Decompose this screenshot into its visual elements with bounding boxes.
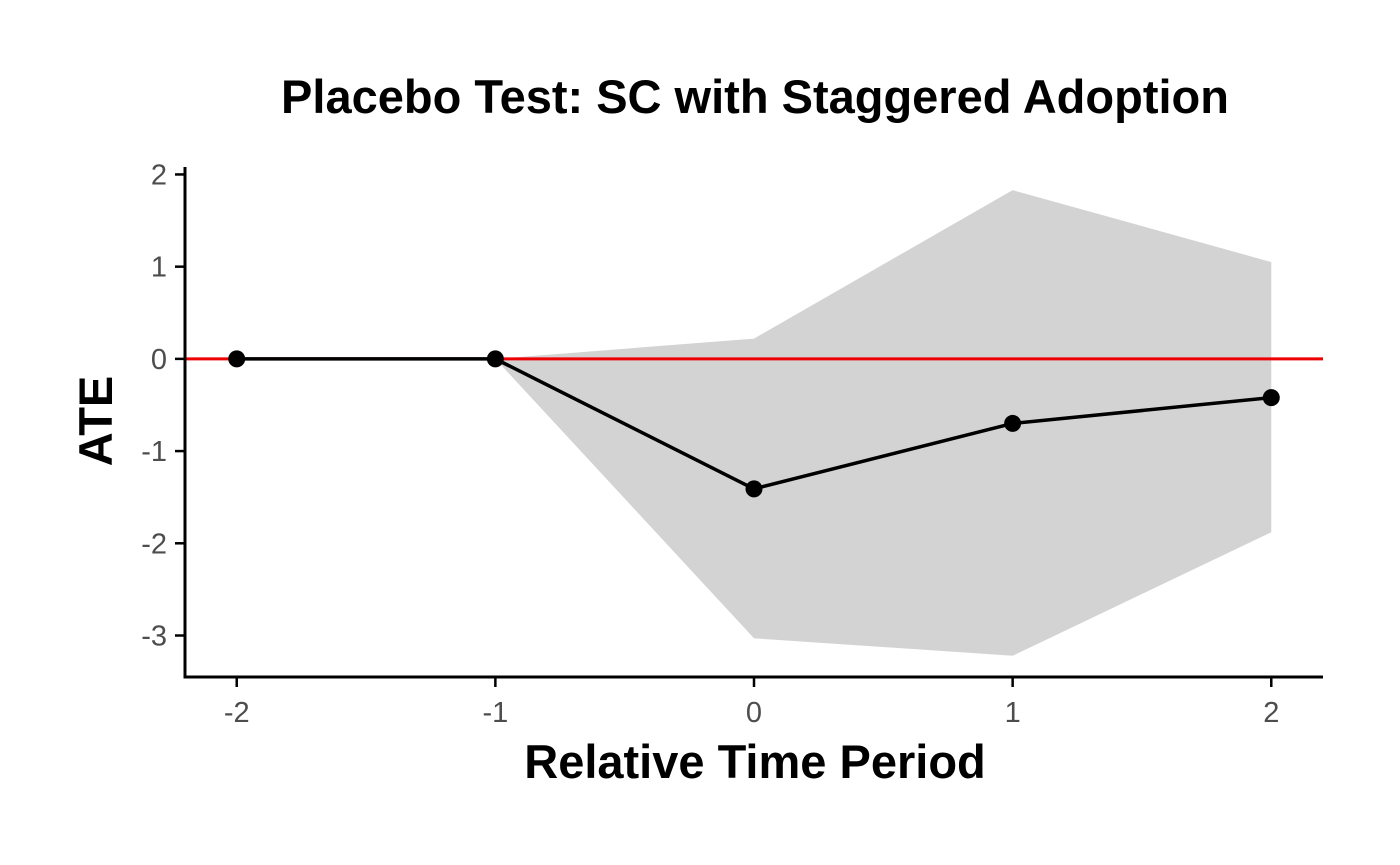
data-point bbox=[745, 480, 763, 498]
y-tick-label: -2 bbox=[141, 528, 167, 560]
y-tick-label: -3 bbox=[141, 621, 167, 653]
y-axis-title: ATE bbox=[69, 376, 122, 467]
series-points-layer bbox=[228, 350, 1280, 498]
data-point bbox=[228, 350, 246, 368]
y-ticks: 2 1 0 -1 -2 -3 bbox=[141, 159, 185, 653]
plot-area bbox=[185, 190, 1323, 656]
y-tick-label: -1 bbox=[141, 436, 167, 468]
x-tick-label: 0 bbox=[746, 697, 762, 729]
axes: 2 1 0 -1 -2 -3 -2 -1 0 1 2 bbox=[141, 159, 1323, 729]
y-tick-label: 0 bbox=[151, 344, 167, 376]
confidence-band-layer bbox=[495, 190, 1272, 656]
series-line-layer bbox=[234, 357, 1274, 491]
data-point bbox=[1004, 414, 1022, 432]
confidence-band bbox=[495, 190, 1272, 656]
x-axis-title: Relative Time Period bbox=[524, 735, 986, 788]
data-point bbox=[486, 350, 504, 368]
x-tick-label: 1 bbox=[1005, 697, 1021, 729]
chart-title: Placebo Test: SC with Staggered Adoption bbox=[281, 70, 1229, 123]
series-segment bbox=[752, 421, 1015, 491]
y-tick-label: 2 bbox=[151, 159, 167, 191]
series-segment bbox=[1010, 395, 1274, 426]
y-tick-label: 1 bbox=[151, 252, 167, 284]
data-point bbox=[1262, 389, 1280, 407]
series-segment bbox=[493, 357, 756, 491]
x-tick-label: 2 bbox=[1263, 697, 1279, 729]
x-tick-label: -2 bbox=[224, 697, 250, 729]
x-ticks: -2 -1 0 1 2 bbox=[224, 677, 1279, 729]
x-tick-label: -1 bbox=[482, 697, 508, 729]
